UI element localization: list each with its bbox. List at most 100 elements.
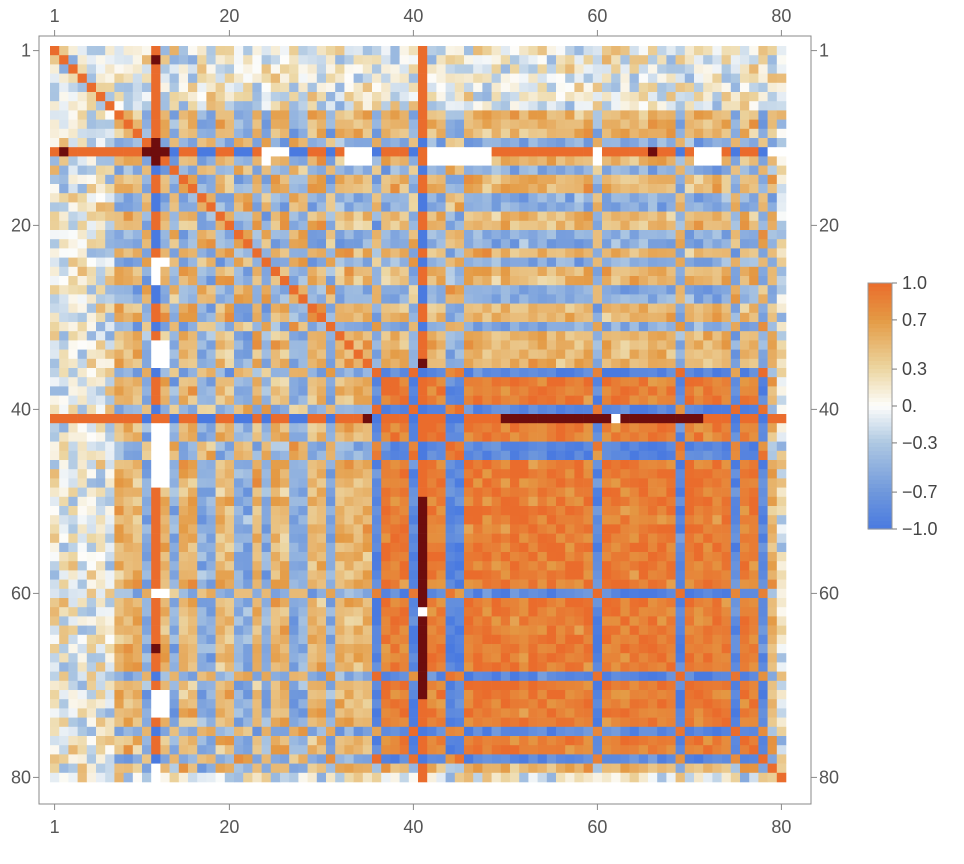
- heatmap-cell: [59, 128, 69, 139]
- heatmap-cell: [592, 478, 603, 488]
- heatmap-cell: [105, 147, 115, 157]
- heatmap-cell: [546, 349, 557, 360]
- heatmap-cell: [464, 174, 474, 185]
- heatmap-cell: [399, 542, 410, 553]
- heatmap-cell: [758, 561, 768, 571]
- heatmap-cell: [749, 450, 759, 461]
- heatmap-cell: [353, 496, 364, 507]
- heatmap-cell: [749, 211, 759, 222]
- heatmap-cell: [427, 156, 437, 166]
- heatmap-cell: [648, 46, 658, 56]
- heatmap-cell: [105, 266, 115, 277]
- heatmap-cell: [620, 266, 630, 277]
- heatmap-cell: [482, 506, 492, 516]
- heatmap-cell: [215, 312, 226, 323]
- heatmap-cell: [335, 340, 345, 350]
- heatmap-cell: [197, 423, 207, 433]
- heatmap-cell: [730, 579, 741, 590]
- heatmap-cell: [482, 432, 492, 442]
- heatmap-cell: [169, 128, 180, 139]
- heatmap-cell: [574, 64, 584, 74]
- heatmap-cell: [390, 561, 400, 571]
- heatmap-cell: [298, 211, 308, 222]
- heatmap-cell: [390, 138, 400, 148]
- heatmap-cell: [454, 46, 465, 56]
- heatmap-cell: [408, 533, 419, 544]
- heatmap-cell: [326, 101, 336, 111]
- heatmap-cell: [86, 368, 97, 378]
- heatmap-cell: [758, 496, 768, 507]
- heatmap-cell: [758, 588, 768, 599]
- heatmap-cell: [648, 377, 658, 387]
- heatmap-cell: [510, 377, 520, 387]
- heatmap-cell: [712, 147, 722, 157]
- heatmap-cell: [740, 184, 750, 194]
- heatmap-cell: [353, 165, 364, 176]
- heatmap-cell: [123, 450, 134, 461]
- heatmap-cell: [657, 598, 667, 608]
- heatmap-cell: [344, 340, 354, 350]
- heatmap-cell: [178, 147, 189, 157]
- heatmap-cell: [326, 404, 336, 415]
- heatmap-cell: [243, 533, 253, 544]
- heatmap-cell: [59, 165, 69, 176]
- heatmap-cell: [657, 266, 667, 277]
- heatmap-cell: [427, 184, 437, 194]
- heatmap-cell: [436, 414, 446, 424]
- heatmap-cell: [427, 423, 437, 433]
- heatmap-cell: [68, 524, 78, 534]
- heatmap-cell: [749, 588, 759, 599]
- heatmap-cell: [188, 496, 198, 507]
- heatmap-cell: [537, 404, 548, 415]
- heatmap-cell: [436, 515, 446, 525]
- heatmap-cell: [712, 542, 722, 553]
- heatmap-cell: [243, 322, 253, 332]
- heatmap-cell: [372, 285, 382, 295]
- heatmap-cell: [86, 524, 97, 534]
- heatmap-cell: [537, 184, 548, 194]
- heatmap-cell: [473, 322, 483, 332]
- heatmap-cell: [721, 579, 732, 590]
- heatmap-cell: [86, 460, 97, 470]
- heatmap-cell: [592, 174, 603, 185]
- heatmap-cell: [583, 588, 594, 599]
- heatmap-cell: [694, 165, 704, 176]
- heatmap-cell: [105, 184, 115, 194]
- heatmap-cell: [592, 331, 603, 341]
- heatmap-cell: [583, 340, 594, 350]
- heatmap-cell: [602, 524, 612, 534]
- heatmap-cell: [620, 193, 630, 203]
- heatmap-cell: [776, 64, 787, 74]
- heatmap-cell: [592, 285, 603, 295]
- heatmap-cell: [178, 506, 189, 516]
- heatmap-cell: [160, 239, 170, 249]
- heatmap-cell: [528, 423, 538, 433]
- heatmap-cell: [445, 524, 456, 534]
- heatmap-cell: [289, 248, 299, 258]
- heatmap-cell: [730, 570, 741, 580]
- heatmap-cell: [270, 331, 281, 341]
- heatmap-cell: [105, 358, 115, 369]
- heatmap-cell: [776, 276, 787, 286]
- heatmap-cell: [132, 570, 143, 580]
- heatmap-cell: [142, 211, 152, 222]
- heatmap-cell: [445, 496, 456, 507]
- heatmap-cell: [464, 441, 474, 452]
- heatmap-cell: [546, 138, 557, 148]
- heatmap-cell: [684, 101, 695, 111]
- heatmap-cell: [50, 349, 60, 360]
- heatmap-cell: [234, 340, 244, 350]
- heatmap-cell: [151, 377, 161, 387]
- heatmap-cell: [749, 312, 759, 323]
- heatmap-cell: [491, 285, 502, 295]
- heatmap-cell: [565, 368, 575, 378]
- heatmap-cell: [592, 156, 603, 166]
- heatmap-cell: [611, 395, 621, 406]
- heatmap-cell: [50, 496, 60, 507]
- heatmap-cell: [289, 92, 299, 102]
- heatmap-cell: [491, 441, 502, 452]
- heatmap-cell: [307, 478, 318, 488]
- heatmap-cell: [712, 211, 722, 222]
- heatmap-cell: [252, 423, 262, 433]
- heatmap-cell: [353, 598, 364, 608]
